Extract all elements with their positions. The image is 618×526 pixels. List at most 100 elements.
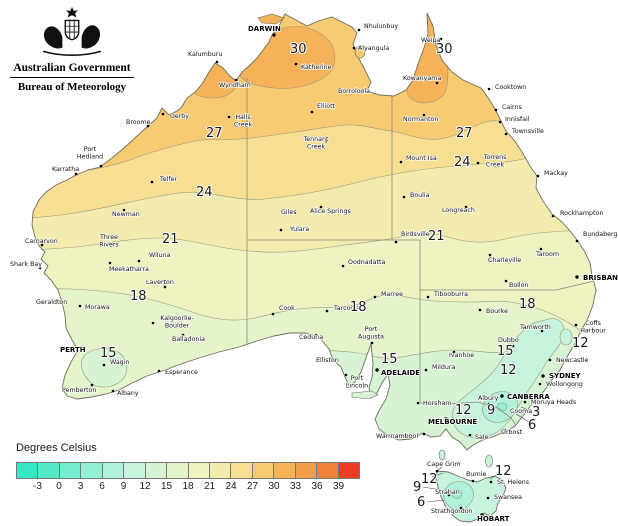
town-label: Telfer [159,176,177,183]
legend-tick: 3 [77,481,84,492]
town-dot [504,132,508,136]
town-label: Elliston [316,357,339,364]
legend-swatch [209,463,232,478]
town-label: Normanton [403,116,438,123]
town-dot [487,402,491,406]
town-dot [59,299,63,303]
town-label: Meekatharra [109,266,149,273]
town-label: Pemberton [62,387,96,394]
town-dot [314,333,318,337]
capital-dot [500,394,504,398]
town-dot [523,400,527,404]
town-label: Cape Grim [427,461,460,468]
town-dot [122,208,126,212]
town-dot [157,369,161,373]
town-label: Broome [126,119,151,126]
legend-tick: 39 [332,481,345,492]
temperature-contour-label: 21 [428,229,445,244]
town-label: Derby [170,113,189,120]
town-label: Rivers [99,242,119,249]
town-dot [540,329,544,333]
temperature-contour-label: 12 [455,403,472,418]
legend-swatch [81,463,103,478]
blob-9-12-ranges [451,318,565,439]
town-dot [539,247,543,251]
town-label: Horsham [423,400,451,407]
temperature-contour-label: 3 [532,405,540,420]
temperature-contour-label: 30 [290,42,307,57]
legend-swatch [317,463,339,478]
capital-dot [82,347,86,351]
town-label: Shark Bay [10,261,42,268]
town-dot [416,401,420,405]
town-dot [319,205,323,209]
tasmania-bands [443,481,474,510]
town-dot [330,357,334,361]
town-dot [163,285,167,289]
town-label: Torrens [483,154,507,161]
town-dot [498,120,502,124]
capital-dot [541,374,545,378]
town-label: Tennant [303,136,329,143]
town-label: Port [84,146,97,153]
town-dot [471,479,475,483]
town-label: Cooktown [495,84,526,91]
town-label: Three [99,234,118,241]
legend-tick-labels: -3 0 3 6 9 12 15 18 21 24 27 30 33 36 39 [16,481,362,495]
capital-dot [272,33,276,37]
town-label: Coffs [585,320,601,327]
town-label: Burnie [466,471,487,478]
town-label: Warrnambool [376,433,418,440]
town-label: Geraldton [36,299,67,306]
town-label: St. Helens [497,479,529,486]
temperature-contour-label: 12 [421,472,438,487]
town-label: Newman [112,211,140,218]
government-title: Australian Government [13,62,131,74]
town-label: Bollon [509,282,529,289]
legend-tick: 6 [99,481,105,492]
town-label: Mount Isa [406,155,437,162]
town-dot [99,164,103,168]
town-dot [40,243,44,247]
town-dot [487,87,491,91]
town-dot [227,115,231,119]
town-label: Innisfail [505,116,530,123]
town-label: Tibooburra [433,291,468,298]
town-label: Ceduna [299,334,323,341]
town-label: Esperance [165,369,198,376]
legend-swatch [188,463,210,478]
town-label: Laverton [146,279,174,286]
bom-logo: Australian Government Bureau of Meteorol… [8,6,136,93]
town-dot [504,279,508,283]
town-dot [399,160,403,164]
capital-dot [575,275,579,279]
legend-tick: -3 [33,481,42,492]
town-dot [146,124,150,128]
town-label: Orbost [501,429,523,436]
legend-swatch [338,463,359,478]
capital-label: HOBART [477,515,510,523]
legend-swatch [17,463,39,478]
temperature-contour-label: 15 [497,344,514,359]
temperature-contour-label: 6 [417,495,425,510]
island-melville [257,13,285,25]
town-dot [115,235,119,239]
town-dot [464,205,468,209]
capital-dot [480,513,484,517]
town-label: Port [365,326,378,333]
capital-label: DARWIN [248,25,281,33]
town-label: Alyangula [358,45,389,52]
blob-12-15-southwest [81,348,128,388]
town-dot [494,108,498,112]
legend-swatch [59,463,82,478]
town-dot [548,358,552,362]
legend-colorbar [16,462,360,479]
town-dot [468,433,472,437]
map-labels-layer: Nhulunbuy Alyangula Weipa Kalumburu Katherin… [9,22,618,523]
town-label: Tamworth [519,324,551,331]
legend-tick: 36 [311,481,323,492]
coat-of-arms-icon [42,6,102,56]
town-label: Harbour [580,328,606,335]
town-label: Dubbo [498,337,519,344]
